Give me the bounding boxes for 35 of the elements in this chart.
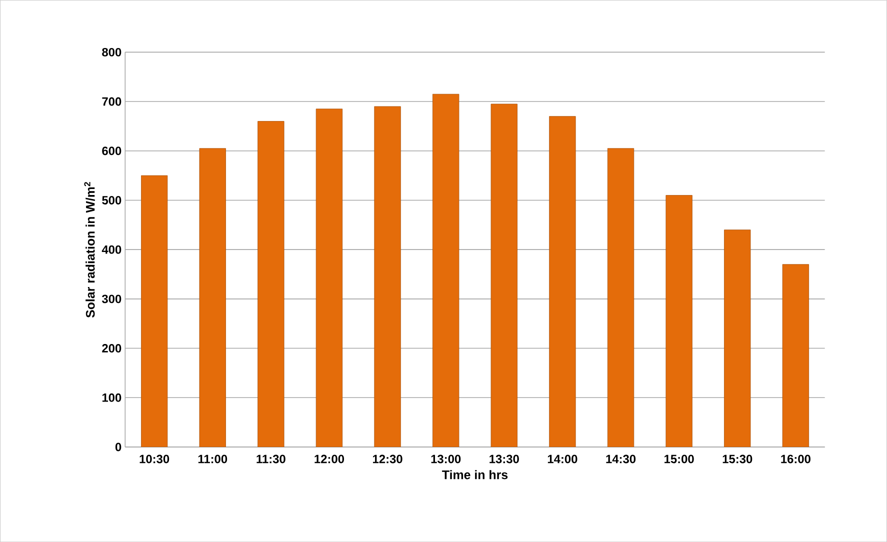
y-tick-label: 700: [102, 97, 122, 106]
x-tick-label: 11:00: [198, 454, 228, 464]
bar: [374, 106, 401, 447]
bar: [432, 94, 460, 447]
bar: [140, 175, 168, 447]
x-tick-label: 13:30: [490, 454, 519, 464]
bar: [490, 104, 518, 447]
y-tick-label: 400: [102, 245, 122, 254]
y-tick-label: 300: [102, 294, 122, 304]
x-tick-label: 14:30: [606, 454, 636, 464]
bar: [199, 148, 226, 447]
bar: [782, 264, 809, 447]
y-tick-label: 600: [102, 146, 122, 156]
x-axis-title: Time in hrs: [442, 470, 508, 480]
y-tick-label: 0: [115, 442, 122, 452]
x-tick-label: 10:30: [140, 454, 170, 464]
y-tick-label: 800: [102, 48, 122, 56]
x-tick-label: 14:00: [548, 454, 578, 464]
bar: [666, 195, 692, 447]
x-tick-label: 15:30: [722, 454, 752, 464]
x-tick-label: 12:00: [314, 454, 344, 464]
bar: [258, 121, 284, 447]
bar: [549, 116, 576, 447]
x-tick-label: 13:00: [431, 454, 461, 464]
bar: [724, 230, 751, 447]
y-tick-label: 200: [102, 344, 122, 352]
x-tick-label: 12:30: [373, 454, 402, 464]
y-axis-title: Solar radiation in W/m$^{2}$: [84, 182, 95, 318]
x-tick-label: 15:00: [664, 454, 694, 464]
x-tick-label: 11:30: [256, 454, 286, 464]
y-tick-label: 500: [102, 196, 122, 204]
bar: [316, 108, 343, 447]
bar: [607, 148, 634, 447]
y-tick-label: 100: [102, 393, 122, 402]
x-tick-label: 16:00: [781, 454, 810, 464]
